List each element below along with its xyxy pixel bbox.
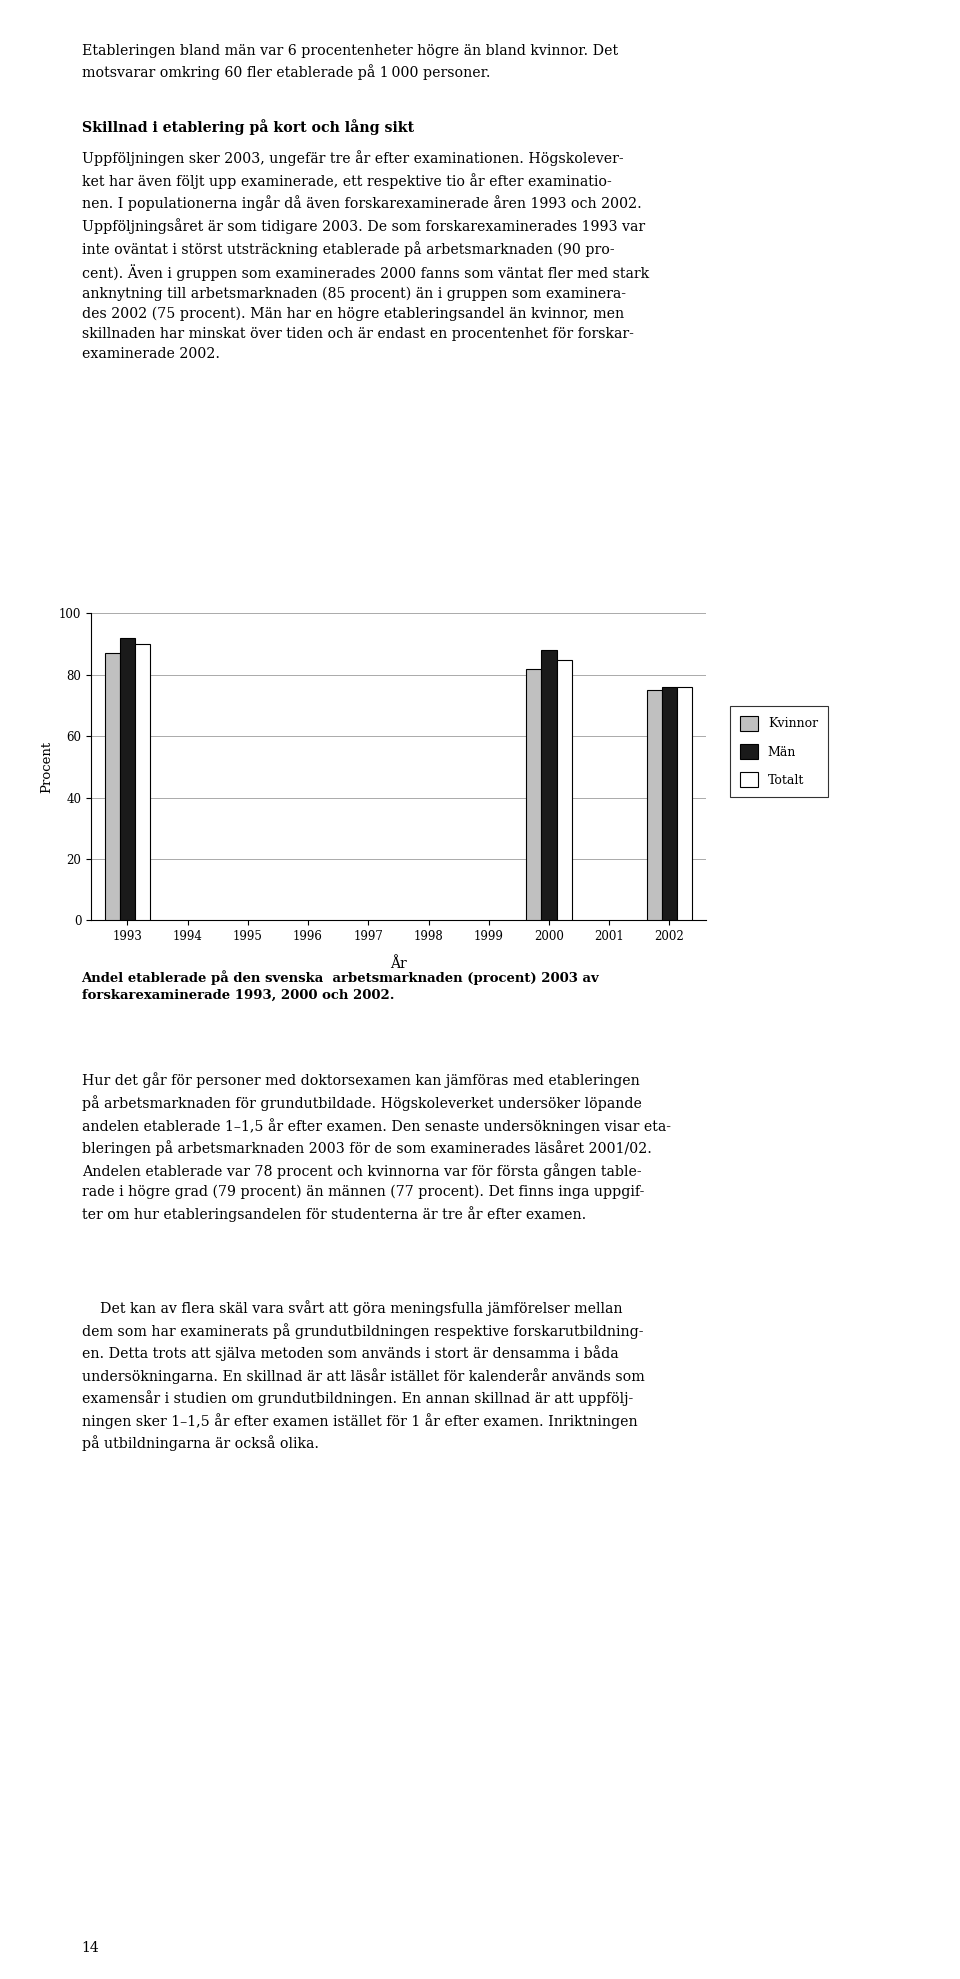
Bar xyxy=(662,687,677,920)
Text: Hur det går för personer med doktorsexamen kan jämföras med etableringen
på arbe: Hur det går för personer med doktorsexam… xyxy=(82,1073,671,1221)
Text: Etableringen bland män var 6 procentenheter högre än bland kvinnor. Det
motsvara: Etableringen bland män var 6 procentenhe… xyxy=(82,44,617,79)
Text: Uppföljningen sker 2003, ungefär tre år efter examinationen. Högskolever-
ket ha: Uppföljningen sker 2003, ungefär tre år … xyxy=(82,150,649,360)
Text: Skillnad i etablering på kort och lång sikt: Skillnad i etablering på kort och lång s… xyxy=(82,119,414,135)
Bar xyxy=(541,651,557,920)
Bar xyxy=(557,659,571,920)
Bar xyxy=(647,691,662,920)
Legend: Kvinnor, Män, Totalt: Kvinnor, Män, Totalt xyxy=(731,707,828,798)
Bar xyxy=(134,643,150,920)
Text: Det kan av flera skäl vara svårt att göra meningsfulla jämförelser mellan
dem so: Det kan av flera skäl vara svårt att gör… xyxy=(82,1300,644,1451)
Bar xyxy=(526,669,541,920)
Bar xyxy=(105,653,120,920)
Bar xyxy=(677,687,692,920)
Y-axis label: Procent: Procent xyxy=(40,740,54,794)
Bar xyxy=(120,637,134,920)
Text: Andel etablerade på den svenska  arbetsmarknaden (procent) 2003 av
forskarexamin: Andel etablerade på den svenska arbetsma… xyxy=(82,970,599,1001)
Text: 14: 14 xyxy=(82,1941,99,1955)
X-axis label: År: År xyxy=(390,956,407,972)
